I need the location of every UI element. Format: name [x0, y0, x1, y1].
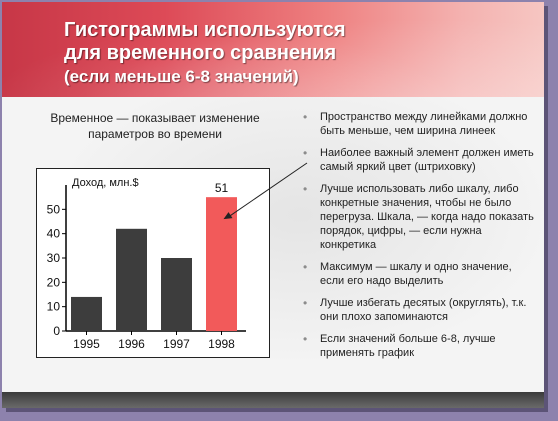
title-line-2: для временного сравнения [64, 42, 337, 64]
bullet-text: Максимум — шкалу и одно значение, если е… [320, 261, 512, 287]
slide: Гистограммы используются для временного … [2, 2, 544, 408]
slide-footer [2, 392, 544, 408]
header-decoration [2, 2, 544, 97]
bullet-dot-icon: • [303, 146, 308, 160]
bullet-text: Лучше избегать десятых (округлять), т.к.… [320, 297, 527, 323]
bullet-item: • Лучше использовать либо шкалу, либо кон… [298, 182, 538, 252]
bullet-text: Наиболее важный элемент должен иметь сам… [320, 147, 534, 173]
bullet-item: • Максимум — шкалу и одно значение, если … [298, 260, 538, 288]
chart-caption: Временное — показывает изменение парамет… [20, 110, 290, 142]
title-line-3: (если меньше 6-8 значений) [64, 67, 299, 86]
slide-header: Гистограммы используются для временного … [2, 2, 544, 97]
bullet-item: • Лучше избегать десятых (округлять), т.к… [298, 296, 538, 324]
bullet-dot-icon: • [303, 260, 308, 274]
bullet-text: Пространство между линейками должно быть… [320, 111, 528, 137]
slide-title: Гистограммы используются для временного … [64, 19, 524, 88]
bullet-dot-icon: • [303, 182, 308, 196]
bullet-item: • Пространство между линейками должно быт… [298, 110, 538, 138]
title-line-1: Гистограммы используются [64, 19, 346, 41]
bullet-item: • Если значений больше 6-8, лучше применя… [298, 332, 538, 360]
bullet-text: Если значений больше 6-8, лучше применят… [320, 333, 496, 359]
caption-line-2: параметров во времени [88, 127, 222, 141]
bullet-list: • Пространство между линейками должно быт… [298, 110, 538, 368]
bullet-dot-icon: • [303, 296, 308, 310]
bullet-dot-icon: • [303, 332, 308, 346]
bullet-dot-icon: • [303, 110, 308, 124]
bullet-text: Лучше использовать либо шкалу, либо конк… [320, 183, 534, 251]
caption-line-1: Временное — показывает изменение [50, 111, 260, 125]
bullet-item: • Наиболее важный элемент должен иметь са… [298, 146, 538, 174]
chart-frame [36, 168, 270, 358]
